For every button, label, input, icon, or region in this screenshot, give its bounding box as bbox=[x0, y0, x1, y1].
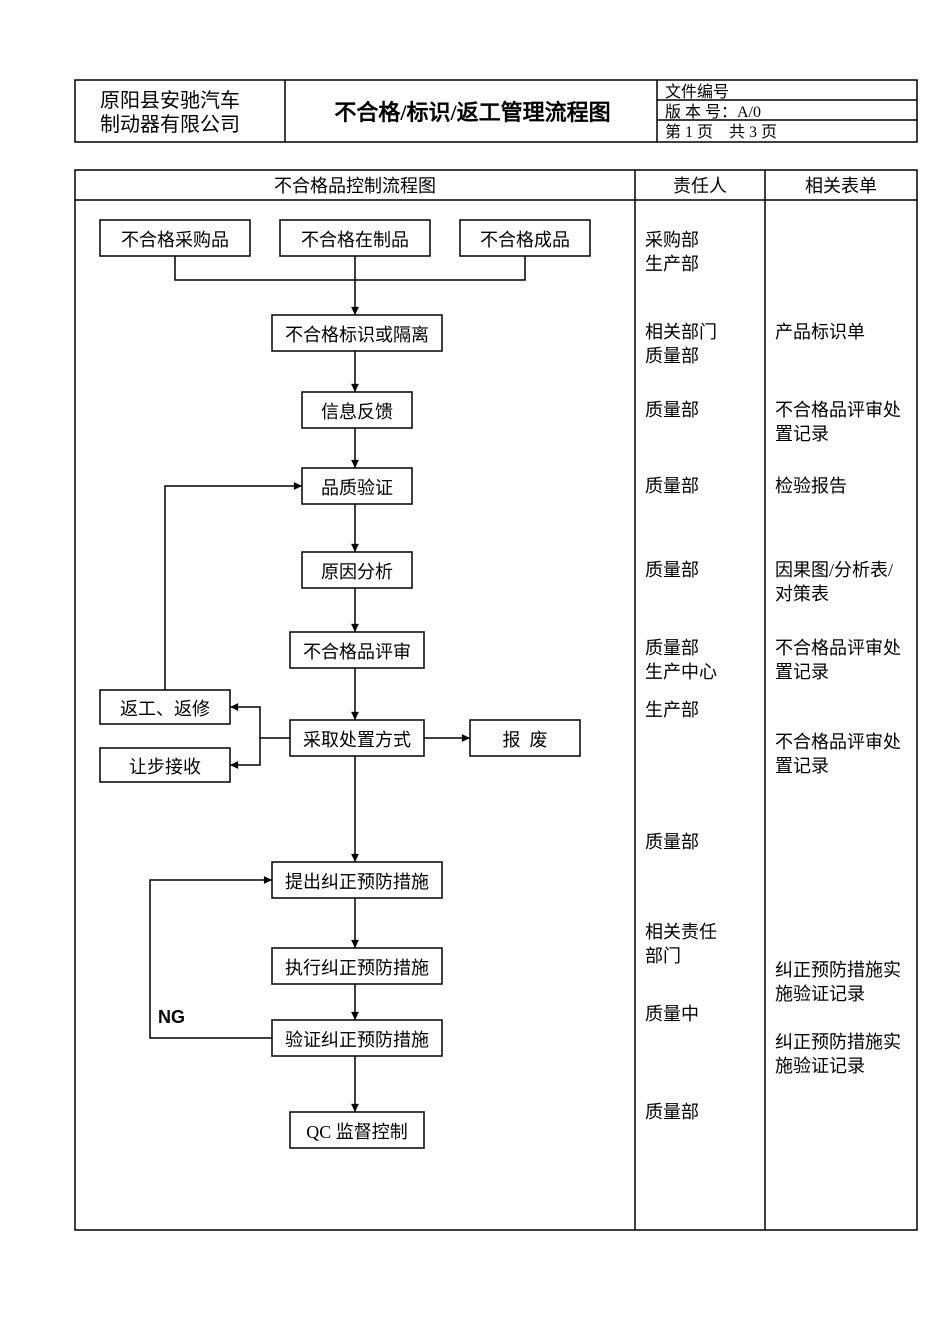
node-n12: 验证纠正预防措施 bbox=[272, 1028, 442, 1052]
form-f6: 检验报告 bbox=[775, 474, 847, 498]
form-f12b: 施验证记录 bbox=[775, 1054, 865, 1078]
resp-r11a: 相关责任 bbox=[645, 920, 717, 944]
node-n9a: 返工、返修 bbox=[100, 697, 230, 721]
resp-r9: 生产部 bbox=[645, 698, 699, 722]
node-n8: 不合格品评审 bbox=[290, 640, 424, 664]
doc-title: 不合格/标识/返工管理流程图 bbox=[300, 98, 645, 128]
form-f7a: 因果图/分析表/ bbox=[775, 558, 893, 582]
node-n9: 采取处置方式 bbox=[290, 728, 424, 752]
node-n5: 信息反馈 bbox=[302, 400, 412, 424]
resp-r7: 质量部 bbox=[645, 558, 699, 582]
resp-r5: 质量部 bbox=[645, 398, 699, 422]
col-forms-title: 相关表单 bbox=[765, 174, 917, 198]
resp-r4b: 质量部 bbox=[645, 344, 699, 368]
node-n10: 提出纠正预防措施 bbox=[272, 870, 442, 894]
node-n9b: 让步接收 bbox=[100, 755, 230, 779]
form-f11b: 施验证记录 bbox=[775, 982, 865, 1006]
node-n6: 品质验证 bbox=[302, 476, 412, 500]
col-flow-title: 不合格品控制流程图 bbox=[75, 174, 635, 198]
doc-no-label: 文件编号 bbox=[665, 82, 729, 104]
resp-r1a: 采购部 bbox=[645, 228, 699, 252]
company-name-line1: 原阳县安驰汽车 bbox=[100, 88, 240, 115]
form-f4: 产品标识单 bbox=[775, 320, 865, 344]
document-page: 原阳县安驰汽车 制动器有限公司 不合格/标识/返工管理流程图 文件编号 版 本 … bbox=[0, 0, 945, 1337]
form-f9b: 置记录 bbox=[775, 754, 829, 778]
form-f8a: 不合格品评审处 bbox=[775, 636, 901, 660]
node-n3: 不合格成品 bbox=[460, 228, 590, 252]
form-f9a: 不合格品评审处 bbox=[775, 730, 901, 754]
resp-r12: 质量中 bbox=[645, 1002, 699, 1026]
resp-r11b: 部门 bbox=[645, 944, 681, 968]
node-n13: QC 监督控制 bbox=[290, 1120, 424, 1144]
form-f8b: 置记录 bbox=[775, 660, 829, 684]
resp-r8a: 质量部 bbox=[645, 636, 699, 660]
node-n9c: 报 废 bbox=[470, 728, 580, 752]
form-f5a: 不合格品评审处 bbox=[775, 398, 901, 422]
resp-r10: 质量部 bbox=[645, 830, 699, 854]
resp-r8b: 生产中心 bbox=[645, 660, 717, 684]
node-n1: 不合格采购品 bbox=[100, 228, 250, 252]
form-f11a: 纠正预防措施实 bbox=[775, 958, 901, 982]
col-resp-title: 责任人 bbox=[635, 174, 765, 198]
node-n7: 原因分析 bbox=[302, 560, 412, 584]
resp-r6: 质量部 bbox=[645, 474, 699, 498]
company-name-line2: 制动器有限公司 bbox=[100, 112, 240, 139]
page-label: 第 1 页 共 3 页 bbox=[665, 122, 777, 144]
ng-label: NG bbox=[158, 1005, 185, 1029]
resp-r13: 质量部 bbox=[645, 1100, 699, 1124]
resp-r1b: 生产部 bbox=[645, 252, 699, 276]
resp-r4a: 相关部门 bbox=[645, 320, 717, 344]
form-f7b: 对策表 bbox=[775, 582, 829, 606]
node-n11: 执行纠正预防措施 bbox=[272, 956, 442, 980]
node-n2: 不合格在制品 bbox=[280, 228, 430, 252]
form-f5b: 置记录 bbox=[775, 422, 829, 446]
node-n4: 不合格标识或隔离 bbox=[272, 323, 442, 347]
form-f12a: 纠正预防措施实 bbox=[775, 1030, 901, 1054]
version-label: 版 本 号：A/0 bbox=[665, 102, 761, 124]
